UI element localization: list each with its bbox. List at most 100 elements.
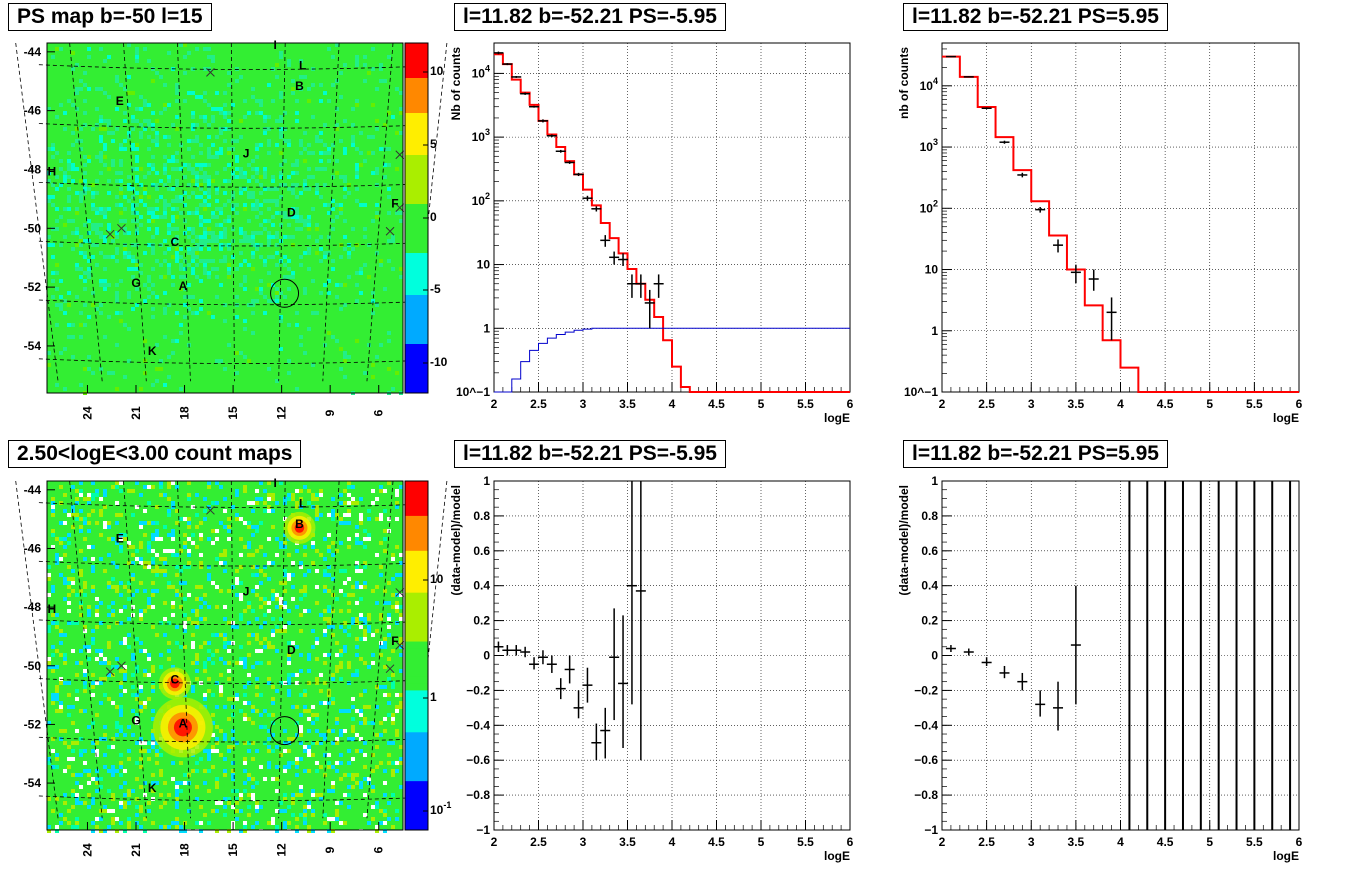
map-pixel [379,721,383,725]
map-pixel [55,557,59,561]
map-pixel [127,757,131,761]
graticule-latitude [38,678,412,684]
map-pixel [119,621,123,625]
map-pixel [287,175,291,179]
map-pixel [131,673,135,677]
map-pixel [267,299,271,303]
map-pixel [143,817,147,821]
map-pixel [51,271,55,275]
map-pixel [299,789,303,793]
map-pixel [343,351,347,355]
map-pixel [75,621,79,625]
map-pixel [215,649,219,653]
map-pixel [275,235,279,239]
map-pixel [311,363,315,367]
map-pixel [83,625,87,629]
map-pixel [331,625,335,629]
map-pixel [255,649,259,653]
map-pixel [215,829,219,833]
map-pixel [179,167,183,171]
map-pixel [75,689,79,693]
map-pixel [211,501,215,505]
map-pixel [163,633,167,637]
map-pixel [303,147,307,151]
map-pixel [363,55,367,59]
map-pixel [347,601,351,605]
map-pixel [355,709,359,713]
map-pixel [51,613,55,617]
map-pixel [231,505,235,509]
map-pixel [215,359,219,363]
map-pixel [207,275,211,279]
map-pixel [287,577,291,581]
map-pixel [363,617,367,621]
map-pixel [123,665,127,669]
map-pixel [71,131,75,135]
map-pixel [271,99,275,103]
source-label-I: I [273,476,276,490]
map-pixel [71,805,75,809]
map-pixel [215,705,219,709]
map-pixel [67,159,71,163]
map-pixel [127,291,131,295]
map-pixel [187,163,191,167]
map-pixel [299,227,303,231]
map-pixel [227,801,231,805]
map-pixel [387,713,391,717]
map-pixel [175,785,179,789]
map-pixel [331,729,335,733]
map-pixel [63,235,67,239]
map-pixel [307,709,311,713]
map-pixel [107,371,111,375]
map-pixel [151,685,155,689]
map-pixel [307,175,311,179]
map-pixel [155,131,159,135]
map-pixel [171,187,175,191]
map-pixel [167,485,171,489]
map-pixel [99,135,103,139]
map-pixel [315,493,319,497]
map-pixel [207,649,211,653]
map-pixel [151,167,155,171]
map-pixel [339,589,343,593]
map-pixel [355,561,359,565]
map-pixel [187,183,191,187]
map-pixel [315,761,319,765]
map-pixel [223,737,227,741]
map-pixel [287,235,291,239]
map-pixel [79,311,83,315]
map-pixel [239,167,243,171]
map-pixel [315,135,319,139]
map-pixel [379,641,383,645]
map-pixel [167,227,171,231]
map-pixel [79,749,83,753]
map-pixel [131,147,135,151]
colorbar-segment [405,274,428,282]
map-pixel [103,693,107,697]
map-pixel [279,51,283,55]
map-pixel [187,829,191,833]
map-pixel [307,219,311,223]
map-pixel [71,323,75,327]
map-pixel [151,533,155,537]
map-pixel [311,151,315,155]
map-pixel [83,191,87,195]
colorbar-segment [405,50,428,58]
map-pixel [107,825,111,829]
colorbar-segment [405,788,428,796]
map-pixel [119,801,123,805]
map-pixel [83,585,87,589]
map-pixel [127,801,131,805]
y-tick-label: 104 [472,63,490,80]
map-pixel [91,777,95,781]
map-pixel [355,63,359,67]
map-pixel [155,505,159,509]
map-pixel [139,641,143,645]
map-pixel [139,183,143,187]
map-pixel [319,793,323,797]
map-pixel [151,581,155,585]
colorbar-frame [404,480,429,831]
map-pixel [283,183,287,187]
map-pixel [239,597,243,601]
map-pixel [171,553,175,557]
